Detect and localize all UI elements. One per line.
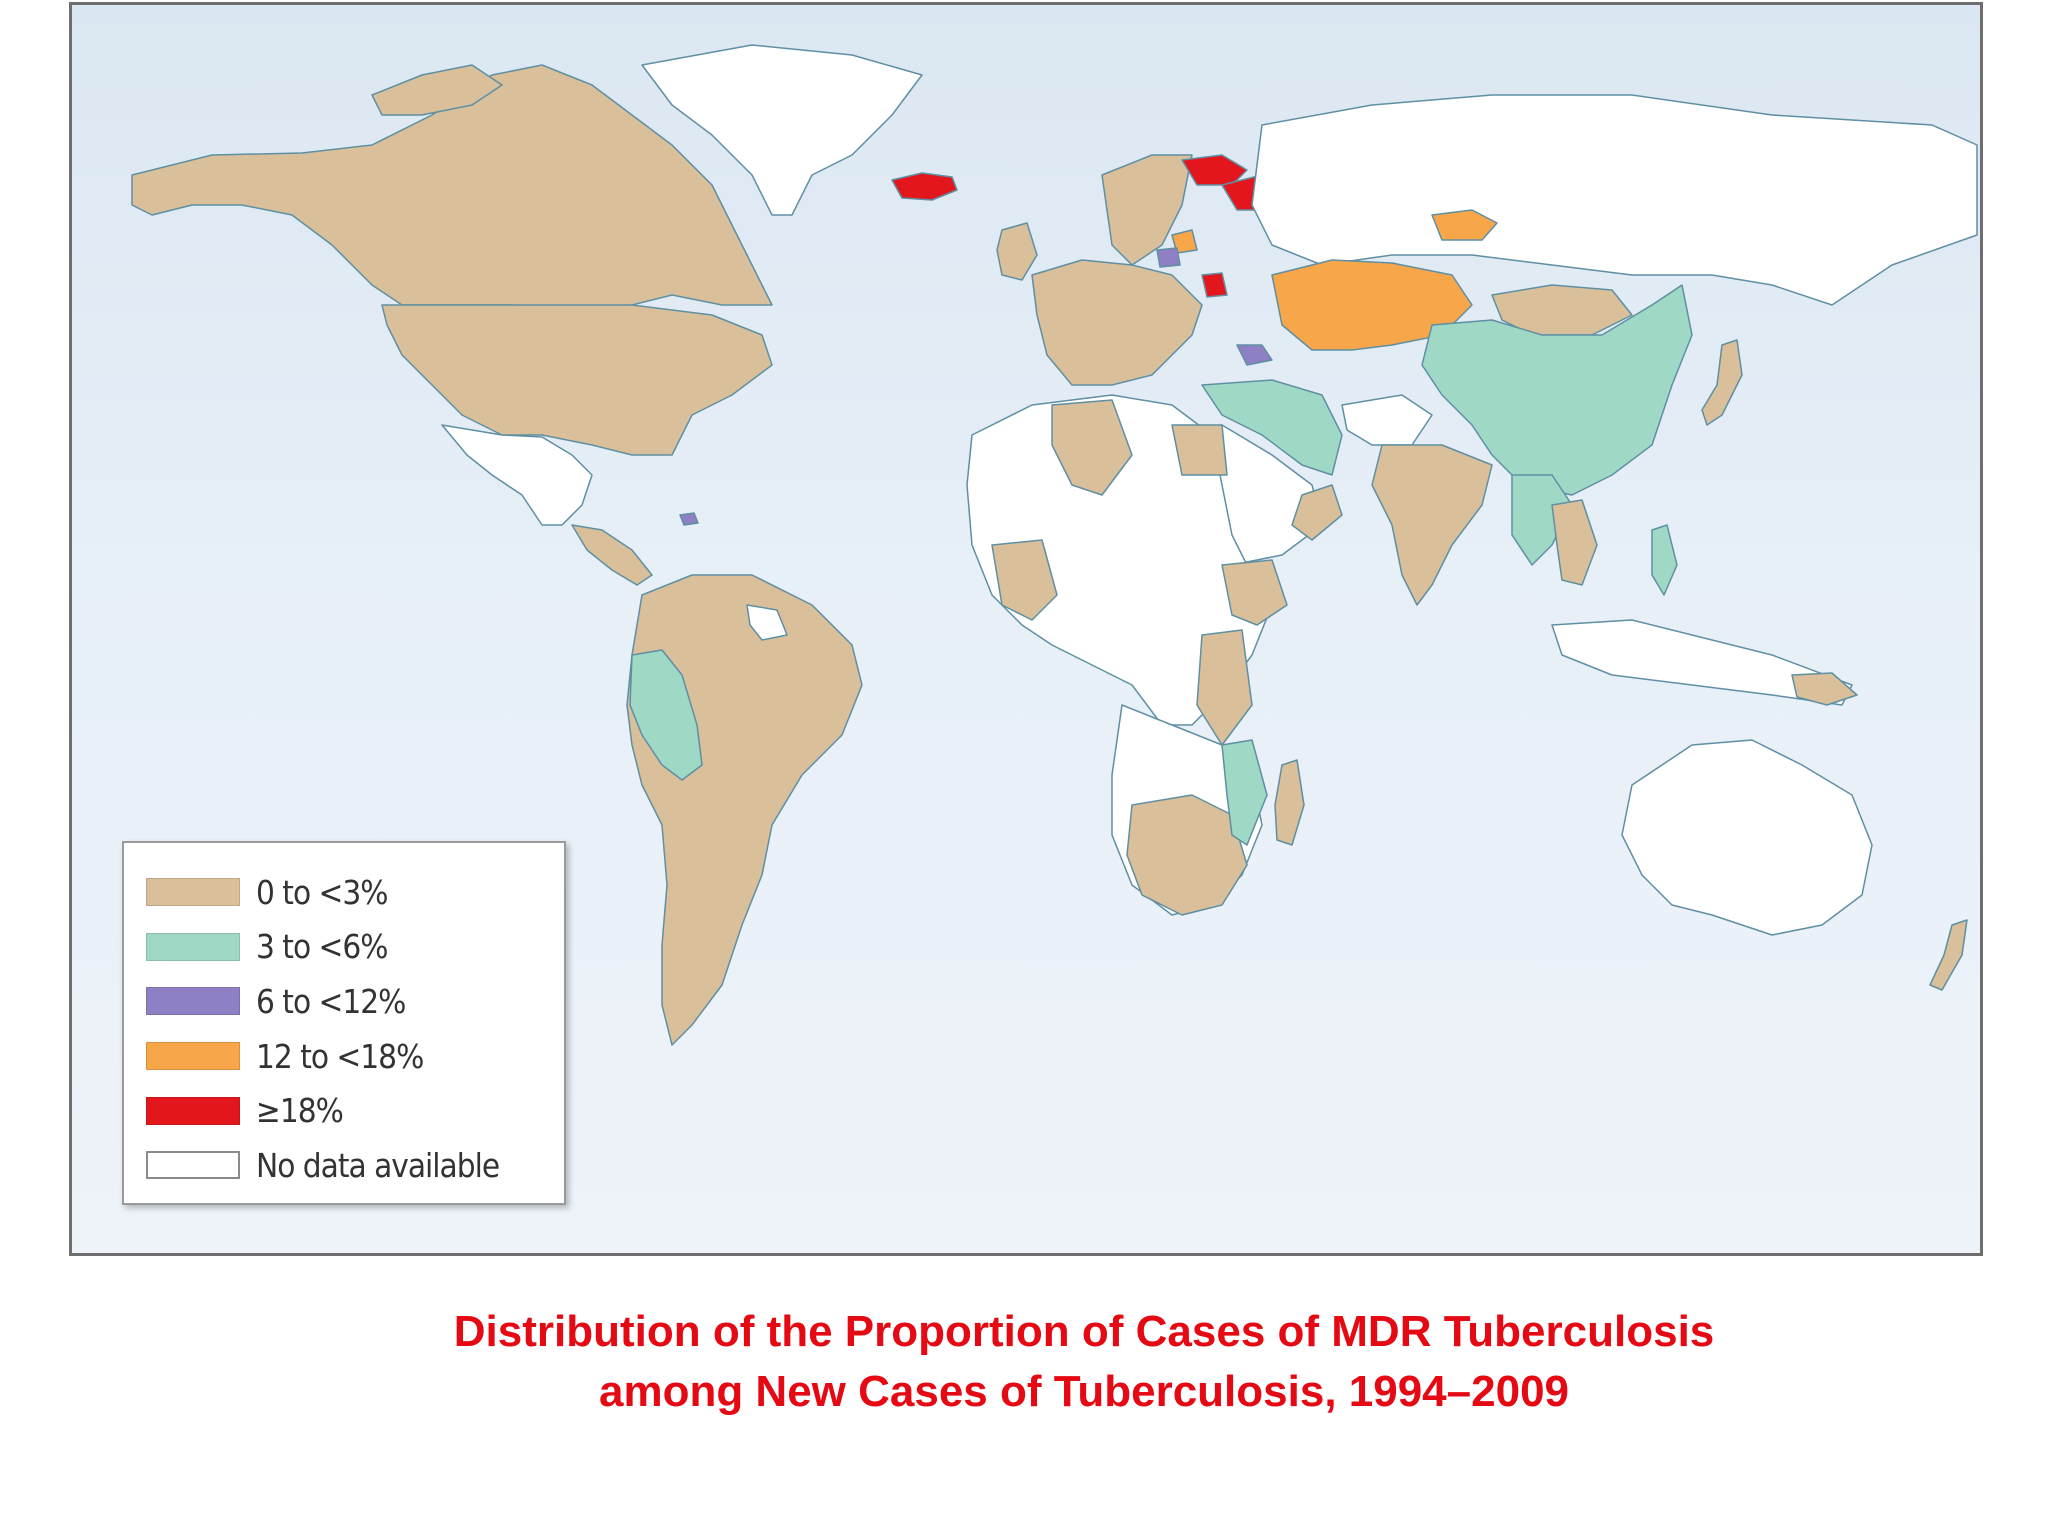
guianas <box>746 604 788 641</box>
legend-item: No data available <box>146 1138 564 1193</box>
legend-item: 3 to <6% <box>146 920 564 975</box>
legend-label: No data available <box>256 1145 500 1185</box>
legend-label: 6 to <12% <box>256 981 406 1021</box>
philippines <box>1651 524 1678 596</box>
legend-swatch <box>146 1151 240 1180</box>
south-america <box>626 574 863 1046</box>
belarus-purple <box>1156 247 1181 268</box>
india <box>1371 444 1493 606</box>
mexico <box>441 424 593 526</box>
australia <box>1621 739 1873 936</box>
legend-swatch <box>146 987 240 1016</box>
indonesia <box>1551 619 1853 706</box>
southeast-asia <box>1511 474 1573 566</box>
legend-item: ≥18% <box>146 1083 564 1138</box>
south-asia-white <box>1341 394 1433 446</box>
scandinavia <box>1101 154 1193 266</box>
papua <box>1791 672 1858 706</box>
arabia-east <box>1291 484 1343 541</box>
legend-item: 12 to <18% <box>146 1029 564 1084</box>
caribbean-purple <box>679 512 699 526</box>
caucasus-purple <box>1236 344 1273 366</box>
legend-item: 6 to <12% <box>146 974 564 1029</box>
baltic-orange <box>1171 229 1198 254</box>
iceland <box>891 172 958 201</box>
arctic-islands <box>371 64 503 116</box>
indochina <box>1551 499 1598 586</box>
china <box>1421 284 1693 496</box>
caption-line-2: among New Cases of Tuberculosis, 1994–20… <box>598 1367 1570 1416</box>
algeria <box>1051 399 1133 496</box>
egypt <box>1171 424 1228 476</box>
legend-label: 3 to <6% <box>256 927 389 967</box>
world-map-svg <box>131 44 1978 1046</box>
legend-label: 12 to <18% <box>256 1036 424 1076</box>
madagascar <box>1274 759 1305 846</box>
legend-swatch <box>146 1096 240 1125</box>
russia-siberia-orange <box>1431 209 1498 241</box>
legend-swatch <box>146 932 240 961</box>
central-america <box>571 524 653 586</box>
west-africa <box>991 539 1058 621</box>
world-map: 0 to <3% 3 to <6% 6 to <12% 12 to <18% ≥… <box>69 2 1983 1256</box>
baltic-red <box>1181 154 1248 186</box>
legend-label: ≥18% <box>256 1091 344 1131</box>
peru-ecuador <box>629 649 703 781</box>
caption-line-1: Distribution of the Proportion of Cases … <box>453 1307 1715 1356</box>
legend-swatch <box>146 1042 240 1071</box>
map-legend: 0 to <3% 3 to <6% 6 to <12% 12 to <18% ≥… <box>122 841 566 1205</box>
southern-africa <box>1126 794 1248 916</box>
new-zealand <box>1929 919 1968 991</box>
map-caption: Distribution of the Proportion of Cases … <box>0 1302 2048 1422</box>
east-africa-south <box>1196 629 1253 746</box>
western-europe <box>1031 259 1203 386</box>
usa <box>381 304 773 456</box>
east-europe-red <box>1201 272 1228 298</box>
uk <box>996 222 1038 281</box>
mongolia <box>1491 284 1633 336</box>
japan <box>1701 339 1743 426</box>
legend-item: 0 to <3% <box>146 865 564 920</box>
legend-label: 0 to <3% <box>256 872 389 912</box>
greenland <box>641 44 923 216</box>
east-africa <box>1221 559 1288 626</box>
mozambique <box>1221 739 1268 846</box>
turkey-iran <box>1201 379 1343 476</box>
legend-swatch <box>146 878 240 907</box>
